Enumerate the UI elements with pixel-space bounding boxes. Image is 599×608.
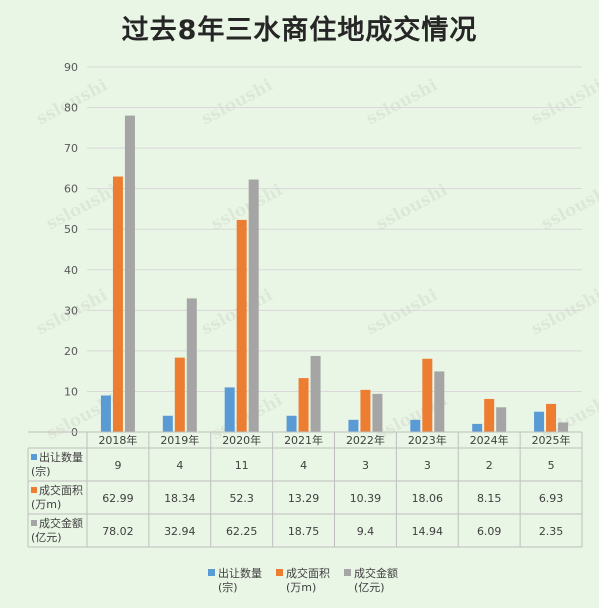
- y-tick-label: 90: [64, 61, 78, 74]
- legend-unit: (亿元): [354, 581, 385, 594]
- legend-name: 成交面积: [286, 566, 330, 580]
- bar: [534, 411, 545, 432]
- bar: [472, 423, 483, 432]
- y-tick-label: 40: [64, 264, 78, 277]
- x-category-label: 2020年: [222, 433, 261, 447]
- table-cell-value: 52.3: [229, 492, 254, 505]
- bar: [484, 398, 495, 432]
- table-cell-value: 18.75: [288, 525, 320, 538]
- table-cell-value: 3: [424, 459, 431, 472]
- row-label-name: 成交面积: [39, 483, 83, 497]
- row-legend-key: [31, 454, 37, 460]
- bar: [546, 403, 557, 432]
- table-cell-value: 14.94: [412, 525, 444, 538]
- watermark-text: ssloushi: [528, 75, 599, 129]
- bar: [174, 357, 185, 432]
- legend-key: [208, 569, 215, 576]
- table-cell-value: 18.06: [412, 492, 444, 505]
- table-cell-value: 4: [300, 459, 307, 472]
- row-label-unit: (亿元): [31, 531, 62, 544]
- bar: [372, 393, 383, 432]
- bar: [162, 415, 173, 432]
- row-legend-key: [31, 520, 37, 526]
- table-cell-value: 10.39: [350, 492, 382, 505]
- table-cell-value: 6.93: [539, 492, 564, 505]
- bar: [496, 407, 507, 432]
- y-tick-label: 50: [64, 223, 78, 236]
- y-tick-label: 70: [64, 142, 78, 155]
- x-category-label: 2021年: [284, 433, 323, 447]
- legend-unit: (万m): [286, 581, 316, 594]
- table-cell-value: 9.4: [357, 525, 375, 538]
- table-cell-value: 9: [114, 459, 121, 472]
- x-category-label: 2023年: [408, 433, 447, 447]
- bar: [248, 179, 259, 432]
- table-cell-value: 8.15: [477, 492, 502, 505]
- table-cell-value: 5: [548, 459, 555, 472]
- table-cell-value: 78.02: [102, 525, 134, 538]
- bar: [112, 176, 123, 432]
- gridlines: [87, 66, 582, 433]
- table-cell-value: 13.29: [288, 492, 320, 505]
- bar: [434, 371, 445, 432]
- row-legend-key: [31, 487, 37, 493]
- data-table: 2018年 2019年 2020年 2021年 2022年 2023年 2024年 2025年…: [27, 431, 583, 548]
- bar: [558, 422, 569, 432]
- bar: [224, 387, 235, 432]
- legend-key: [344, 569, 351, 576]
- watermark-text: ssloushi: [363, 75, 441, 129]
- y-tick-label: 60: [64, 183, 78, 196]
- row-label-unit: (万m): [31, 498, 61, 511]
- table-cell-value: 3: [362, 459, 369, 472]
- bar: [124, 115, 135, 432]
- row-label-name: 出让数量: [39, 450, 83, 464]
- bar: [286, 415, 297, 432]
- bar: [186, 298, 197, 432]
- bar: [360, 389, 371, 432]
- x-category-label: 2025年: [532, 433, 571, 447]
- watermark-text: ssloushi: [363, 285, 441, 339]
- table-cell-value: 2.35: [539, 525, 564, 538]
- table-cell-value: 6.09: [477, 525, 502, 538]
- row-label-unit: (宗): [31, 464, 51, 478]
- bars: [100, 115, 569, 432]
- bar: [310, 355, 321, 432]
- y-tick-label: 30: [64, 304, 78, 317]
- bar: [422, 358, 433, 432]
- table-cell-value: 11: [235, 459, 249, 472]
- y-tick-label: 20: [64, 345, 78, 358]
- table-cell-value: 62.25: [226, 525, 258, 538]
- table-cell-value: 62.99: [102, 492, 134, 505]
- y-tick-label: 80: [64, 102, 78, 115]
- watermark-text: ssloushi: [528, 285, 599, 339]
- table-cell-value: 2: [486, 459, 493, 472]
- legend-key: [276, 569, 283, 576]
- y-tick-label: 10: [64, 385, 78, 398]
- y-axis: 0102030405060708090: [64, 61, 78, 439]
- bar: [298, 378, 309, 432]
- table-cell-value: 4: [176, 459, 183, 472]
- bar: [236, 219, 247, 432]
- x-category-label: 2019年: [160, 433, 199, 447]
- legend-name: 成交金额: [354, 566, 398, 580]
- table-cell-value: 32.94: [164, 525, 196, 538]
- legend-unit: (宗): [218, 580, 238, 594]
- legend: 出让数量(宗) 成交面积(万m) 成交金额(亿元): [208, 566, 398, 594]
- bar: [410, 419, 421, 432]
- bar: [100, 395, 111, 432]
- watermark-text: ssloushi: [198, 75, 276, 129]
- x-category-label: 2022年: [346, 433, 385, 447]
- x-category-label: 2018年: [98, 433, 137, 447]
- chart-title: 过去8年三水商住地成交情况: [121, 15, 478, 46]
- table-cell-value: 18.34: [164, 492, 196, 505]
- row-label-name: 成交金额: [39, 516, 83, 530]
- legend-name: 出让数量: [218, 566, 262, 580]
- x-category-label: 2024年: [470, 433, 509, 447]
- bar: [348, 419, 359, 432]
